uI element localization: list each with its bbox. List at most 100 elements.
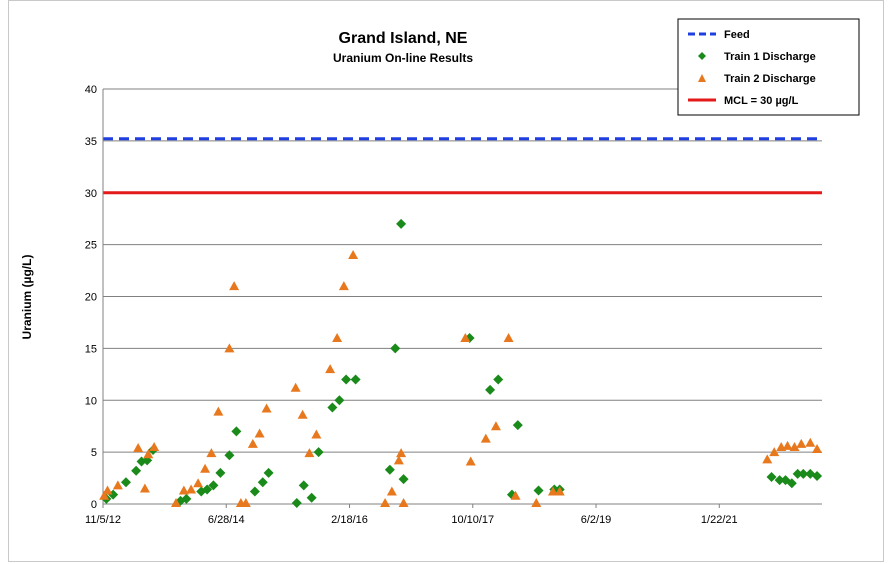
x-tick-label: 6/2/19 [581,514,612,526]
train1-point [766,472,777,483]
chart-canvas: Grand Island, NE Uranium On-line Results… [20,18,860,526]
train1-point [298,480,309,491]
y-tick-label: 20 [85,292,97,304]
train2-point [171,497,182,507]
train2-point [229,281,240,291]
train2-point [503,333,514,342]
train2-point [254,428,265,438]
train1-point [249,486,260,497]
y-tick-label: 5 [91,447,97,459]
y-axis-label: Uranium (µg/L) [20,255,34,340]
train1-point [798,468,809,479]
legend-triangle-swatch [698,74,706,82]
train2-point [240,497,251,507]
train1-point [231,426,242,437]
train2-point [186,484,197,494]
data-points [99,218,823,508]
train2-point [812,444,823,454]
train2-point [206,448,217,458]
train1-point [390,343,401,354]
train2-point [510,490,521,500]
x-tick-label: 6/28/14 [208,514,245,526]
train1-point [306,492,317,503]
train2-point [213,406,224,416]
train2-point [796,438,807,448]
train2-point [224,343,235,353]
train2-point [99,490,110,500]
train2-point [338,281,349,291]
chart-frame: Grand Island, NE Uranium On-line Results… [8,0,884,562]
x-tick-label: 10/10/17 [451,514,494,526]
y-tick-label: 25 [85,240,97,252]
train2-point [200,463,211,473]
train1-point [384,464,395,475]
legend-diamond-swatch [698,52,706,60]
y-tick-label: 40 [85,84,97,96]
train2-point [393,455,404,465]
axes: 0 5 10 15 20 25 30 35 40 11/5/12 6/28/14 2/18/16 10/… [85,84,822,526]
legend-label: Train 2 Discharge [724,73,816,85]
train2-point [398,497,409,507]
x-tick-label: 1/22/21 [701,514,738,526]
train2-point [805,437,816,447]
y-tick-label: 10 [85,395,97,407]
train2-point [247,438,258,448]
train2-point [531,497,542,507]
chart-subtitle: Uranium On-line Results [333,51,473,65]
train1-point [120,477,131,488]
chart-title: Grand Island, NE [339,30,468,47]
train2-point [139,483,150,493]
train1-point [786,478,797,489]
y-tick-label: 35 [85,136,97,148]
train1-point [208,480,219,491]
train1-point [257,477,268,488]
y-tick-label: 15 [85,343,97,355]
train1-point [350,374,361,385]
train2-point [380,497,391,507]
train2-point [332,333,343,342]
train1-point [202,484,213,495]
train2-point [769,447,780,457]
train1-point [774,475,785,486]
train2-point [490,421,501,431]
y-tick-label: 30 [85,188,97,200]
train2-point [789,441,800,451]
train2-point [762,454,773,464]
train2-point [554,486,565,496]
y-tick-label: 0 [91,499,97,511]
train2-point [193,478,204,488]
train2-point [547,486,558,496]
train1-point [533,485,544,496]
train2-point [261,403,272,413]
train2-point [112,480,123,490]
legend-label: Feed [724,29,750,41]
train2-point [325,364,336,374]
x-tick-label: 2/18/16 [331,514,368,526]
train1-point [181,493,192,504]
legend: Feed Train 1 Discharge Train 2 Discharge MC… [677,18,860,116]
grid-lines [103,88,822,505]
train1-point [313,447,324,458]
train2-point [133,442,144,452]
legend-label: MCL = 30 µg/L [724,95,799,107]
train2-point [311,429,322,439]
train2-point [290,382,301,392]
train2-point [396,448,407,458]
train2-point [297,409,308,419]
train1-point [215,467,226,478]
train1-point [812,470,823,481]
train2-point [178,485,189,495]
train1-point [493,374,504,385]
train1-point [263,467,274,478]
train2-point [102,485,113,495]
train1-point [327,402,338,413]
train1-point [398,474,409,485]
train2-point [465,456,476,466]
train2-point [143,449,154,459]
train2-point [149,441,160,451]
train2-point [480,433,491,443]
x-tick-label: 11/5/12 [85,514,121,526]
train2-point [348,250,359,259]
train1-point [334,395,345,406]
train2-point [304,448,315,458]
